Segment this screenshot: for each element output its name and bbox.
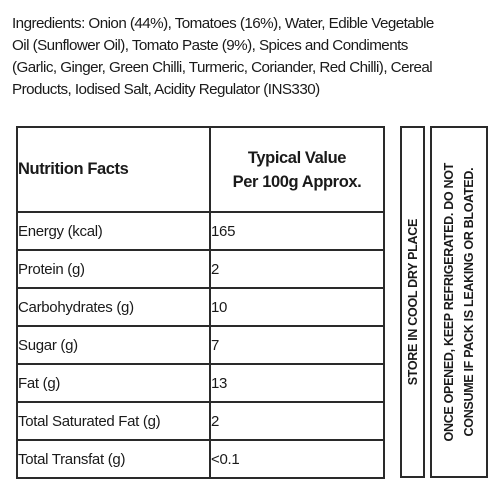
nutrient-name: Protein (g) (16, 249, 211, 289)
table-row: Protein (g) 2 (16, 249, 385, 289)
nutrient-value: 165 (209, 211, 385, 251)
table-row: Total Saturated Fat (g) 2 (16, 401, 385, 441)
table-row: Carbohydrates (g) 10 (16, 287, 385, 327)
ingredients-line: (Garlic, Ginger, Green Chilli, Turmeric,… (12, 59, 433, 76)
storage-instruction-line: STORE IN COOL DRY PLACE (405, 218, 420, 386)
nutrient-name: Total Saturated Fat (g) (16, 401, 211, 441)
table-row: Fat (g) 13 (16, 363, 385, 403)
table-row: Sugar (g) 7 (16, 325, 385, 365)
nutrient-value: 2 (209, 249, 385, 289)
after-opening-line: CONSUME IF PACK IS LEAKING OR BLOATED. (462, 167, 476, 437)
nutrient-value: 7 (209, 325, 385, 365)
per-100g-line: Per 100g Approx. (232, 172, 362, 191)
nutrient-value: 10 (209, 287, 385, 327)
nutrient-name: Energy (kcal) (16, 211, 211, 251)
nutrition-header-row: Nutrition Facts Typical Value Per 100g A… (16, 126, 385, 213)
nutrient-name: Fat (g) (16, 363, 211, 403)
nutrient-name: Total Transfat (g) (16, 439, 211, 479)
after-opening-instruction-box: ONCE OPENED, KEEP REFRIGERATED. DO NOT C… (430, 126, 488, 478)
ingredients-line: Oil (Sunflower Oil), Tomato Paste (9%), … (12, 37, 408, 54)
nutrition-facts-heading: Nutrition Facts (16, 126, 211, 213)
ingredients-line: Ingredients: Onion (44%), Tomatoes (16%)… (12, 15, 434, 32)
nutrient-value: 2 (209, 401, 385, 441)
nutrient-value: 13 (209, 363, 385, 403)
nutrient-value: <0.1 (209, 439, 385, 479)
nutrition-table: Nutrition Facts Typical Value Per 100g A… (16, 126, 385, 479)
nutrient-name: Sugar (g) (16, 325, 211, 365)
table-row: Total Transfat (g) <0.1 (16, 439, 385, 479)
ingredients-text: Ingredients: Onion (44%), Tomatoes (16%)… (12, 13, 494, 101)
typical-value-heading: Typical Value Per 100g Approx. (209, 126, 385, 213)
after-opening-instruction-text: ONCE OPENED, KEEP REFRIGERATED. DO NOT C… (439, 163, 479, 441)
ingredients-line: Products, Iodised Salt, Acidity Regulato… (12, 81, 320, 98)
storage-instruction-box: STORE IN COOL DRY PLACE (400, 126, 425, 478)
nutrient-name: Carbohydrates (g) (16, 287, 211, 327)
typical-value-line: Typical Value (247, 148, 347, 167)
table-row: Energy (kcal) 165 (16, 211, 385, 251)
after-opening-line: ONCE OPENED, KEEP REFRIGERATED. DO NOT (442, 162, 456, 442)
storage-instruction-text: STORE IN COOL DRY PLACE (406, 219, 420, 385)
